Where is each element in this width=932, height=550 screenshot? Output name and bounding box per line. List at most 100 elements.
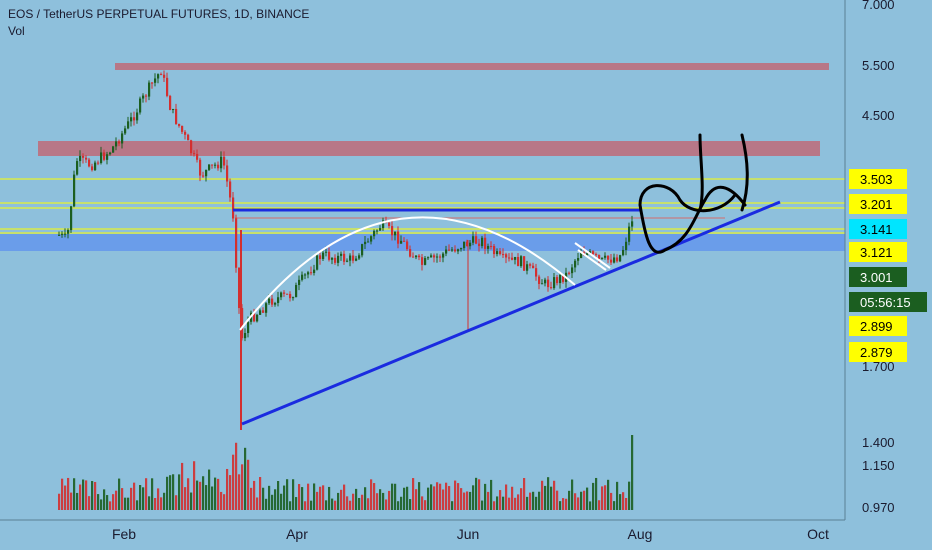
volume-bar xyxy=(136,500,139,510)
candle-body xyxy=(127,121,130,129)
candle-body xyxy=(382,220,385,229)
candle-body xyxy=(397,231,400,244)
volume-bar xyxy=(421,496,424,510)
volume-bar xyxy=(283,485,286,510)
volume-bar xyxy=(163,492,166,510)
candle-body xyxy=(568,272,571,274)
price-label-box xyxy=(849,267,907,287)
candle-body xyxy=(310,272,313,274)
volume-bar xyxy=(586,487,589,510)
volume-bar xyxy=(271,494,274,510)
volume-bar xyxy=(226,468,229,510)
price-label-box xyxy=(849,292,927,312)
candle-body xyxy=(418,255,421,258)
time-axis[interactable]: Feb Apr Jun Aug Oct xyxy=(0,519,845,542)
candle-body xyxy=(160,74,163,76)
volume-bar xyxy=(439,483,442,510)
volume-bar xyxy=(373,483,376,510)
candle-body xyxy=(352,255,355,261)
candle-body xyxy=(439,256,442,258)
candle-body xyxy=(559,274,562,284)
volume-bar xyxy=(208,469,211,510)
candle-body xyxy=(508,257,511,259)
price-tick-label: 7.000 xyxy=(862,0,895,12)
candle-body xyxy=(343,253,346,262)
volume-bar xyxy=(91,481,94,510)
volume-bar xyxy=(358,497,361,510)
volume-bar xyxy=(481,500,484,510)
volume-bar xyxy=(544,485,547,510)
volume-bar xyxy=(556,490,559,510)
candle-body xyxy=(337,255,340,263)
volume-bar xyxy=(115,490,118,510)
candle-body xyxy=(520,256,523,267)
volume-bar xyxy=(553,480,556,510)
candle-body xyxy=(67,230,70,234)
volume-bar xyxy=(145,478,148,510)
price-tick-label: 5.500 xyxy=(862,58,895,73)
candle-body xyxy=(166,77,169,96)
candle-body xyxy=(373,230,376,237)
candle-body xyxy=(100,152,103,164)
volume-bar xyxy=(187,478,190,510)
candle-body xyxy=(505,254,508,258)
volume-bar xyxy=(583,490,586,510)
candle-body xyxy=(487,245,490,249)
flag-line-1 xyxy=(574,242,611,269)
volume-bar xyxy=(574,493,577,510)
candle-body xyxy=(151,82,154,84)
resistance-zone-mid xyxy=(38,141,820,156)
candle-body xyxy=(286,293,289,295)
volume-bar xyxy=(289,501,292,510)
candle-body xyxy=(70,206,73,231)
volume-bar xyxy=(619,494,622,510)
candle-body xyxy=(613,257,616,263)
volume-bar xyxy=(343,484,346,510)
volume-bar xyxy=(355,488,358,510)
candle-body xyxy=(400,240,403,244)
volume-bar xyxy=(310,500,313,510)
volume-bar xyxy=(463,492,466,510)
candle-body xyxy=(481,237,484,247)
candle-body xyxy=(622,249,625,256)
candle-body xyxy=(358,255,361,259)
candle-body xyxy=(94,162,97,171)
rounding-arc xyxy=(239,216,576,331)
volume-bar xyxy=(454,480,457,510)
price-axis[interactable]: 7.000 5.500 4.500 1.700 1.400 1.150 0.970 3.503… xyxy=(844,0,932,550)
volume-bar xyxy=(403,487,406,510)
volume-bar xyxy=(430,484,433,510)
price-tick-label: 0.970 xyxy=(862,500,895,515)
volume-bar xyxy=(436,482,439,510)
candle-body xyxy=(610,259,613,263)
candle-body xyxy=(517,257,520,267)
volume-bar xyxy=(319,486,322,510)
candle-body xyxy=(58,234,61,236)
volume-bar xyxy=(361,494,364,510)
volume-bar xyxy=(190,492,193,510)
candle-body xyxy=(220,156,223,169)
volume-bar xyxy=(433,486,436,510)
candle-body xyxy=(607,255,610,260)
candle-body xyxy=(328,251,331,260)
candle-body xyxy=(298,279,301,286)
candle-body xyxy=(139,98,142,113)
candle-body xyxy=(157,74,160,79)
candle-body xyxy=(433,255,436,258)
candle-body xyxy=(142,95,145,99)
volume-bar xyxy=(493,501,496,510)
candle-body xyxy=(316,255,319,270)
volume-bar xyxy=(112,494,115,510)
volume-bar xyxy=(250,487,253,510)
volume-bar xyxy=(277,481,280,510)
volume-bar xyxy=(154,497,157,510)
volume-bar xyxy=(298,484,301,510)
candle-body xyxy=(451,249,454,251)
volume-bar xyxy=(229,475,232,510)
volume-bar xyxy=(133,482,136,510)
support-zone xyxy=(0,234,845,251)
candle-body xyxy=(205,169,208,177)
candle-body xyxy=(235,218,238,268)
candle-body xyxy=(403,240,406,242)
